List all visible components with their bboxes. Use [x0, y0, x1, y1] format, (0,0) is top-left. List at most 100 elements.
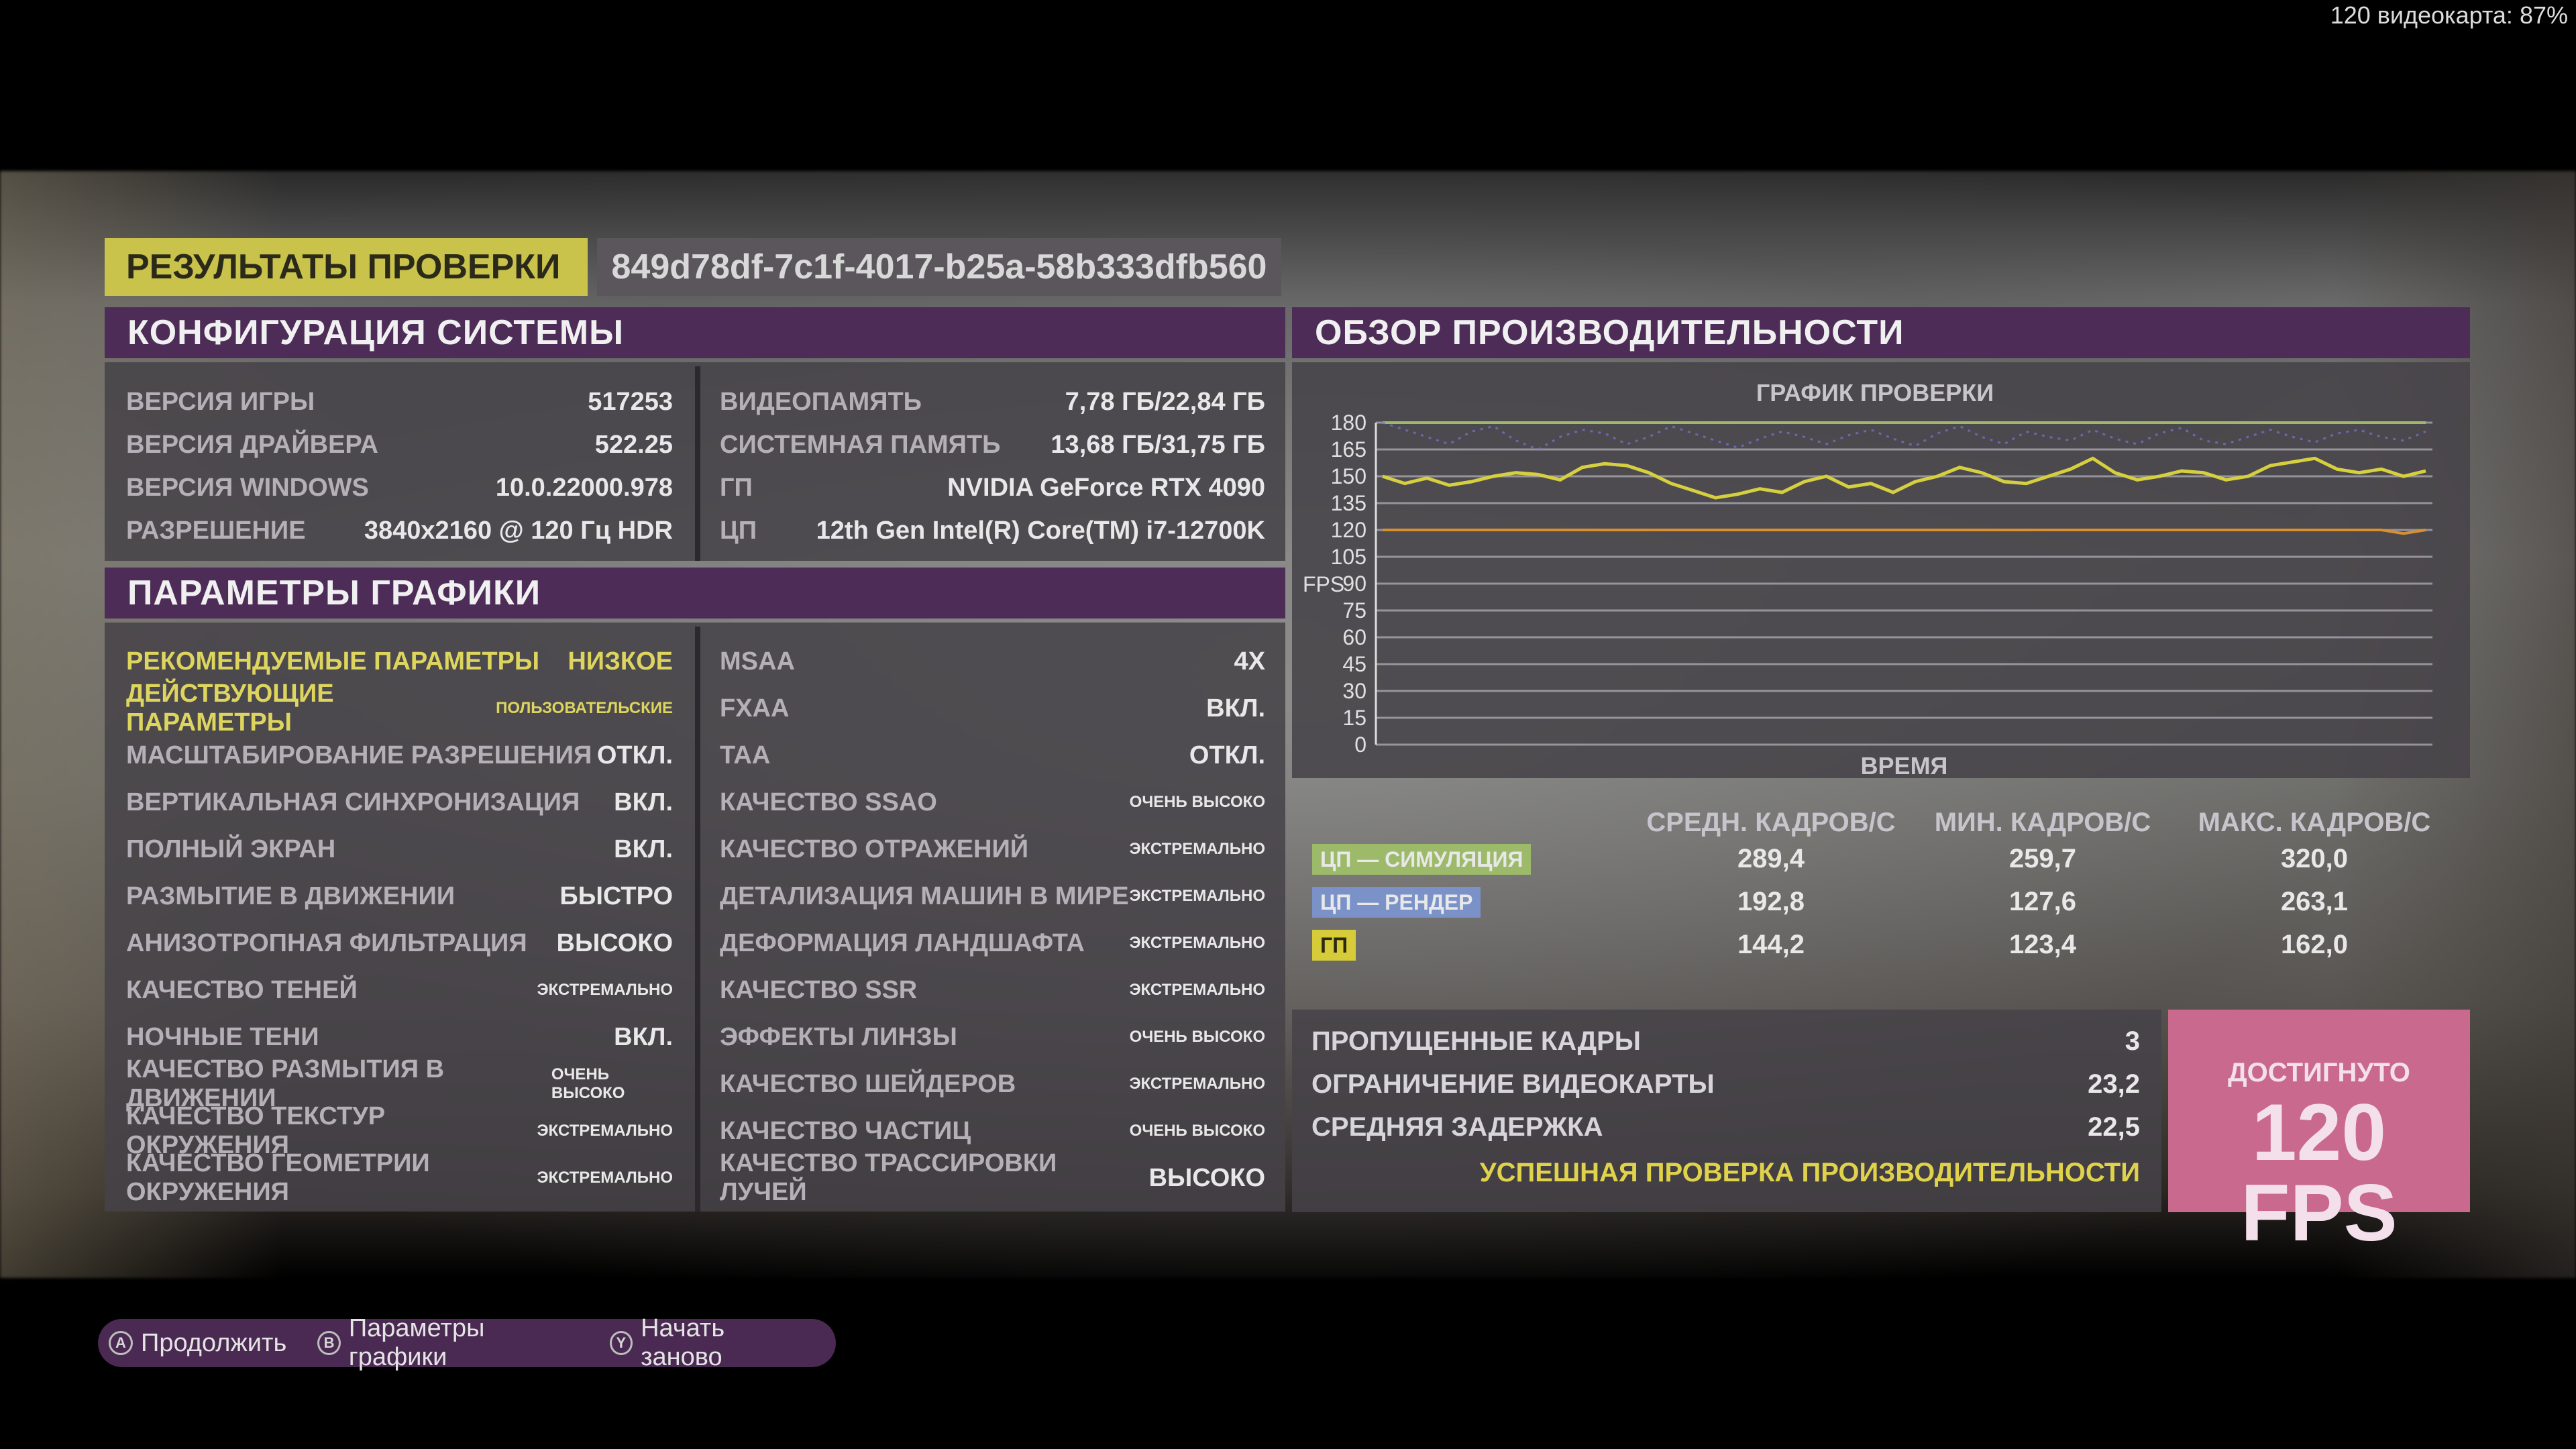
setting-label: ВЕРСИЯ ИГРЫ: [126, 387, 315, 416]
setting-row: СИСТЕМНАЯ ПАМЯТЬ 13,68 ГБ/31,75 ГБ: [720, 424, 1265, 466]
min-fps-value: 127,6: [2008, 887, 2077, 916]
setting-row: ДЕЙСТВУЮЩИЕ ПАРАМЕТРЫ ПОЛЬЗОВАТЕЛЬСКИЕ: [126, 680, 673, 737]
setting-label: КАЧЕСТВО ШЕЙДЕРОВ: [720, 1069, 1016, 1098]
footer-button-a[interactable]: A Продолжить: [109, 1329, 286, 1358]
summary-value: 23,2: [2088, 1069, 2140, 1099]
divider: [695, 627, 700, 1212]
legend-2: ГП: [1312, 930, 1356, 961]
button-a-icon: A: [109, 1331, 133, 1355]
setting-value: ЭКСТРЕМАЛЬНО: [1129, 981, 1265, 999]
summary-row: ОГРАНИЧЕНИЕ ВИДЕОКАРТЫ 23,2: [1311, 1069, 2140, 1099]
setting-row: КАЧЕСТВО SSAO ОЧЕНЬ ВЫСОКО: [720, 782, 1265, 823]
setting-row: ВЕРТИКАЛЬНАЯ СИНХРОНИЗАЦИЯ ВКЛ.: [126, 782, 673, 823]
summary-value: 3: [2125, 1026, 2140, 1056]
setting-value: ВКЛ.: [614, 835, 673, 863]
setting-value: NVIDIA GeForce RTX 4090: [947, 473, 1265, 502]
max-fps-header: МАКС. КАДРОВ/С: [2198, 808, 2431, 837]
setting-row: ВИДЕОПАМЯТЬ 7,78 ГБ/22,84 ГБ: [720, 381, 1265, 423]
setting-value: 12th Gen Intel(R) Core(TM) i7-12700K: [816, 516, 1265, 545]
footer-button-label: Продолжить: [141, 1328, 287, 1357]
setting-value: ОТКЛ.: [596, 741, 673, 769]
setting-label: MSAA: [720, 647, 795, 676]
setting-row: МАСШТАБИРОВАНИЕ РАЗРЕШЕНИЯ ОТКЛ.: [126, 735, 673, 776]
footer-button-b[interactable]: B Параметры графики: [317, 1314, 578, 1372]
button-b-icon: B: [317, 1331, 341, 1355]
y-tick-label: 150: [1331, 464, 1366, 488]
max-fps-value: 263,1: [2280, 887, 2349, 916]
setting-row: КАЧЕСТВО ОТРАЖЕНИЙ ЭКСТРЕМАЛЬНО: [720, 828, 1265, 870]
results-title: РЕЗУЛЬТАТЫ ПРОВЕРКИ: [105, 238, 588, 296]
y-tick-label: 45: [1342, 652, 1366, 676]
summary-label: ПРОПУЩЕННЫЕ КАДРЫ: [1311, 1026, 1641, 1056]
setting-row: НОЧНЫЕ ТЕНИ ВКЛ.: [126, 1016, 673, 1058]
setting-value: ОТКЛ.: [1189, 741, 1265, 769]
setting-value: ВКЛ.: [614, 1022, 673, 1051]
setting-row: ДЕТАЛИЗАЦИЯ МАШИН В МИРЕ ЭКСТРЕМАЛЬНО: [720, 875, 1265, 917]
setting-row: ЭФФЕКТЫ ЛИНЗЫ ОЧЕНЬ ВЫСОКО: [720, 1016, 1265, 1058]
series-line-3: [1383, 529, 2426, 535]
setting-value: 4X: [1234, 647, 1265, 676]
avg-fps-value: 144,2: [1737, 930, 1805, 959]
legend-1: ЦП — РЕНДЕР: [1312, 887, 1481, 918]
y-tick-label: 30: [1342, 679, 1366, 703]
setting-value: 13,68 ГБ/31,75 ГБ: [1051, 430, 1265, 459]
setting-value: ВКЛ.: [1206, 694, 1265, 722]
setting-value: ОЧЕНЬ ВЫСОКО: [551, 1065, 625, 1102]
setting-label: ПОЛНЫЙ ЭКРАН: [126, 835, 336, 863]
y-tick-label: 90: [1342, 572, 1366, 596]
min-fps-value: 123,4: [2008, 930, 2077, 959]
setting-label: КАЧЕСТВО ОТРАЖЕНИЙ: [720, 835, 1029, 863]
setting-label: КАЧЕСТВО SSR: [720, 975, 918, 1004]
setting-label: КАЧЕСТВО ГЕОМЕТРИИ ОКРУЖЕНИЯ: [126, 1149, 430, 1206]
setting-label: ДЕЙСТВУЮЩИЕ ПАРАМЕТРЫ: [126, 680, 334, 737]
achieved-fps-box: ДОСТИГНУТО 120 FPS: [2168, 1010, 2470, 1253]
setting-value: ОЧЕНЬ ВЫСОКО: [1129, 1028, 1265, 1046]
setting-value: ОЧЕНЬ ВЫСОКО: [1129, 1122, 1265, 1140]
setting-value: ЭКСТРЕМАЛЬНО: [537, 981, 673, 999]
setting-value: ЭКСТРЕМАЛЬНО: [1129, 887, 1265, 905]
setting-row: ГП NVIDIA GeForce RTX 4090: [720, 467, 1265, 508]
setting-label: ВЕРСИЯ WINDOWS: [126, 473, 369, 502]
setting-value: ПОЛЬЗОВАТЕЛЬСКИЕ: [496, 699, 673, 717]
setting-value: ЭКСТРЕМАЛЬНО: [537, 1122, 673, 1140]
setting-label: НОЧНЫЕ ТЕНИ: [126, 1022, 319, 1051]
setting-row: АНИЗОТРОПНАЯ ФИЛЬТРАЦИЯ ВЫСОКО: [126, 922, 673, 964]
setting-label: FXAA: [720, 694, 790, 722]
summary-label: СРЕДНЯЯ ЗАДЕРЖКА: [1311, 1112, 1603, 1142]
series-line-1: [1382, 421, 2426, 451]
setting-row: ВЕРСИЯ ИГРЫ 517253: [126, 381, 673, 423]
setting-label: СИСТЕМНАЯ ПАМЯТЬ: [720, 430, 1001, 459]
summary-panel: [1292, 1010, 2161, 1212]
y-tick-label: 120: [1331, 518, 1366, 542]
setting-label: TAA: [720, 741, 771, 769]
footer-button-label: Параметры графики: [348, 1314, 485, 1371]
legend-0: ЦП — СИМУЛЯЦИЯ: [1312, 844, 1532, 875]
max-fps-value: 320,0: [2280, 844, 2349, 873]
setting-row: РАЗМЫТИЕ В ДВИЖЕНИИ БЫСТРО: [126, 875, 673, 917]
setting-row: КАЧЕСТВО РАЗМЫТИЯ В ДВИЖЕНИИ ОЧЕНЬ ВЫСОКО: [126, 1055, 673, 1112]
min-fps-header: МИН. КАДРОВ/С: [1934, 808, 2151, 837]
setting-label: РЕКОМЕНДУЕМЫЕ ПАРАМЕТРЫ: [126, 647, 540, 676]
y-tick-label: 165: [1331, 437, 1366, 462]
footer-button-y[interactable]: Y Начать заново: [609, 1314, 805, 1372]
setting-label: ВИДЕОПАМЯТЬ: [720, 387, 922, 416]
setting-value: ЭКСТРЕМАЛЬНО: [1129, 934, 1265, 952]
fps-overlay: 120 видеокарта: 87%: [2330, 1, 2568, 29]
setting-value: 522.25: [594, 430, 673, 459]
setting-row: КАЧЕСТВО ГЕОМЕТРИИ ОКРУЖЕНИЯ ЭКСТРЕМАЛЬНО: [126, 1149, 673, 1206]
setting-row: ПОЛНЫЙ ЭКРАН ВКЛ.: [126, 828, 673, 870]
max-fps-value: 162,0: [2280, 930, 2349, 959]
setting-value: БЫСТРО: [559, 881, 673, 910]
setting-value: ЭКСТРЕМАЛЬНО: [1129, 1075, 1265, 1093]
setting-row: TAA ОТКЛ.: [720, 735, 1265, 776]
setting-label: ДЕФОРМАЦИЯ ЛАНДШАФТА: [720, 928, 1085, 957]
setting-row: FXAA ВКЛ.: [720, 688, 1265, 729]
x-axis-label: ВРЕМЯ: [1861, 752, 1948, 778]
series-line-0: [1382, 456, 2426, 500]
setting-value: ОЧЕНЬ ВЫСОКО: [1129, 793, 1265, 811]
y-axis-label: FPS: [1303, 572, 1344, 596]
setting-value: 7,78 ГБ/22,84 ГБ: [1065, 387, 1265, 416]
setting-row: РАЗРЕШЕНИЕ 3840x2160 @ 120 Гц HDR: [126, 510, 673, 551]
setting-label: КАЧЕСТВО ТЕКСТУР ОКРУЖЕНИЯ: [126, 1102, 386, 1159]
